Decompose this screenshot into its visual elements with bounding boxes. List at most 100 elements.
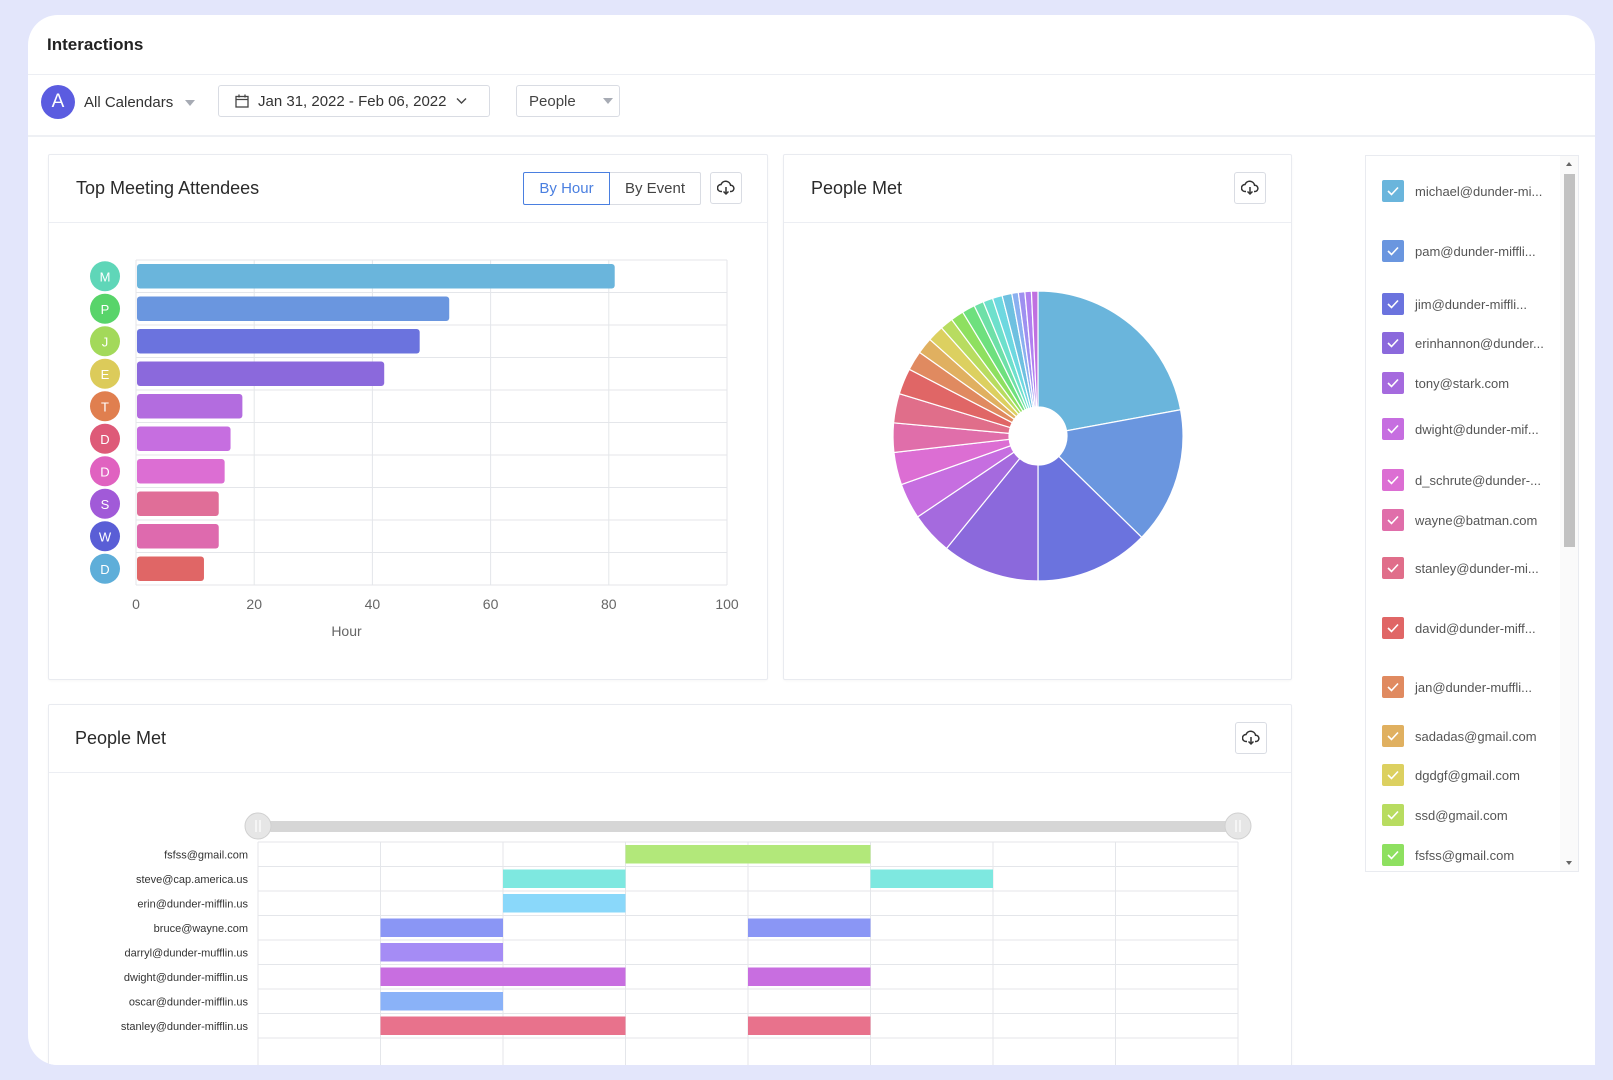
legend-checkbox[interactable] [1382,725,1404,747]
cloud-download-icon [1241,180,1259,196]
download-button[interactable] [1235,722,1267,754]
legend-label: david@dunder-miff... [1415,620,1536,636]
legend-checkbox[interactable] [1382,293,1404,315]
legend-item[interactable]: wayne@batman.com [1382,509,1550,531]
legend-item[interactable]: dgdgf@gmail.com [1382,764,1550,786]
timeline-segment [748,1016,871,1035]
bar [137,459,225,484]
legend-label: fsfss@gmail.com [1415,847,1515,863]
checkmark-icon [1387,515,1399,525]
cloud-download-icon [717,180,735,196]
date-range-picker[interactable]: Jan 31, 2022 - Feb 06, 2022 [218,85,490,117]
timeline-segment [380,992,503,1011]
attendee-initial: J [102,334,109,349]
checkmark-icon [1387,850,1399,860]
legend-scroll-thumb[interactable] [1564,174,1575,547]
timeline-segment [625,845,871,864]
legend-label: pam@dunder-miffli... [1415,243,1536,259]
chevron-down-icon [602,98,613,104]
people-met-timeline-header: People Met [49,705,1291,773]
scroll-up-icon[interactable] [1560,158,1578,172]
by-event-tab[interactable]: By Event [610,172,701,205]
checkmark-icon [1387,731,1399,741]
legend-item[interactable]: michael@dunder-mi... [1382,180,1550,202]
checkmark-icon [1387,770,1399,780]
group-by-select[interactable]: People [516,85,620,117]
download-button[interactable] [710,172,742,204]
legend-checkbox[interactable] [1382,418,1404,440]
legend-item[interactable]: ssd@gmail.com [1382,804,1550,826]
date-range-label: Jan 31, 2022 - Feb 06, 2022 [258,92,447,110]
checkmark-icon [1387,186,1399,196]
legend-checkbox[interactable] [1382,804,1404,826]
by-hour-tab[interactable]: By Hour [523,172,610,205]
row-label: fsfss@gmail.com [164,849,248,861]
legend-item[interactable]: jan@dunder-muffli... [1382,676,1550,698]
attendee-avatar [90,326,120,357]
row-label: oscar@dunder-mifflin.us [129,996,249,1008]
legend-checkbox[interactable] [1382,469,1404,491]
bar [137,491,219,516]
pie-slice [1037,455,1143,582]
bar [137,296,450,321]
legend-item[interactable]: jim@dunder-miffli... [1382,293,1550,315]
people-met-timeline-chart: fsfss@gmail.com steve@cap.america.us erin@… [121,812,1252,1065]
bar [137,329,420,354]
legend-item[interactable]: fsfss@gmail.com [1382,844,1550,866]
legend-label: tony@stark.com [1415,375,1510,391]
x-tick-label: 40 [365,596,381,612]
legend-scrollbar[interactable] [1560,156,1578,871]
calendar-select-label: All Calendars [84,94,174,111]
legend-checkbox[interactable] [1382,764,1404,786]
legend-item[interactable]: dwight@dunder-mif... [1382,418,1550,440]
timeline-segment [380,967,626,986]
legend-item[interactable]: tony@stark.com [1382,372,1550,394]
legend-label: erinhannon@dunder... [1415,335,1544,351]
legend-checkbox[interactable] [1382,372,1404,394]
people-met-pie-title: People Met [811,178,903,198]
legend-checkbox[interactable] [1382,557,1404,579]
calendar-select[interactable]: All Calendars [84,94,196,111]
timeline-segment [380,943,503,962]
legend-checkbox[interactable] [1382,509,1404,531]
legend-label: michael@dunder-mi... [1415,183,1543,199]
legend-label: wayne@batman.com [1415,512,1538,528]
legend-checkbox[interactable] [1382,844,1404,866]
attendee-initial: D [100,432,109,447]
legend-item[interactable]: sadadas@gmail.com [1382,725,1550,747]
legend-item[interactable]: stanley@dunder-mi... [1382,557,1550,579]
bar [137,426,231,451]
calendar-icon [235,94,249,108]
attendee-initial: D [100,562,109,577]
checkmark-icon [1387,475,1399,485]
checkmark-icon [1387,563,1399,573]
checkmark-icon [1387,810,1399,820]
pie-slice [1030,290,1039,408]
legend-item[interactable]: erinhannon@dunder... [1382,332,1550,354]
people-met-timeline-card: People Met fsfss@gmail.com steve@cap.amer… [48,704,1292,1065]
legend-item[interactable]: pam@dunder-miffli... [1382,240,1550,262]
legend-label: dwight@dunder-mif... [1415,421,1539,437]
pie-slice [945,457,1039,582]
group-by-label: People [529,92,576,110]
pie-slice [1057,409,1184,539]
legend-checkbox[interactable] [1382,676,1404,698]
scroll-down-icon[interactable] [1560,855,1578,869]
attendee-avatar [90,293,120,324]
legend-label: stanley@dunder-mi... [1415,560,1539,576]
legend-item[interactable]: david@dunder-miff... [1382,617,1550,639]
calendar-avatar[interactable]: A [41,85,75,119]
checkmark-icon [1387,338,1399,348]
legend-checkbox[interactable] [1382,240,1404,262]
legend-checkbox[interactable] [1382,617,1404,639]
x-tick-label: 60 [483,596,499,612]
people-met-timeline-title: People Met [75,728,167,748]
checkmark-icon [1387,682,1399,692]
download-button[interactable] [1234,172,1266,204]
interactions-window: Interactions A All Calendars Jan 31, 202… [28,15,1595,1065]
x-tick-label: 80 [601,596,617,612]
attendee-avatar [90,553,120,584]
legend-item[interactable]: d_schrute@dunder-... [1382,469,1550,491]
legend-checkbox[interactable] [1382,180,1404,202]
legend-checkbox[interactable] [1382,332,1404,354]
